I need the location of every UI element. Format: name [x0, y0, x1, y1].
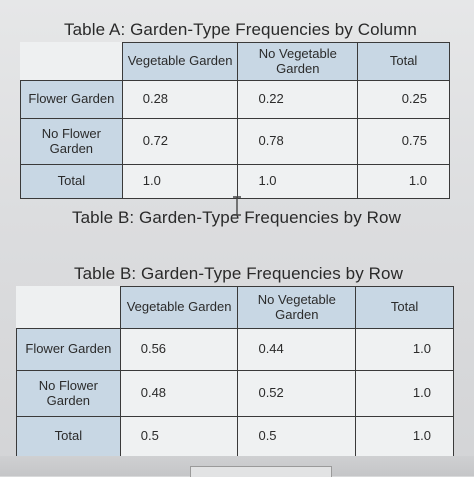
- table-b-title: Table B: Garden-Type Frequencies by Row: [74, 264, 403, 283]
- table-row: Flower Garden 0.56 0.44 1.0: [16, 328, 454, 371]
- table-cell: 0.56: [119, 328, 239, 371]
- table-a-row-header: No Flower Garden: [20, 118, 123, 165]
- table-a-row-header: Total: [20, 164, 123, 199]
- table-b-col-header: Total: [355, 286, 454, 329]
- table-a-col-header: No Vegetable Garden: [237, 42, 359, 81]
- table-row: No Flower Garden 0.72 0.78 0.75: [20, 118, 450, 165]
- table-a: Vegetable Garden No Vegetable Garden Tot…: [20, 42, 450, 199]
- table-cell: 0.72: [121, 118, 239, 165]
- table-b-row-header: No Flower Garden: [16, 370, 121, 417]
- table-b-corner: [16, 286, 121, 329]
- table-b-col-header: Vegetable Garden: [119, 286, 239, 329]
- table-cell: 0.25: [357, 80, 450, 119]
- table-row: No Flower Garden 0.48 0.52 1.0: [16, 370, 454, 417]
- table-cell: 1.0: [355, 328, 454, 371]
- table-cell: 1.0: [121, 164, 239, 199]
- table-cell: 0.5: [119, 416, 239, 457]
- table-b-row-header: Flower Garden: [16, 328, 121, 371]
- table-b-header-row: Vegetable Garden No Vegetable Garden Tot…: [16, 286, 454, 329]
- table-cell: 0.5: [237, 416, 357, 457]
- table-row: Total 1.0 1.0 1.0: [20, 164, 450, 199]
- table-cell: 0.44: [237, 328, 357, 371]
- table-cell: 1.0: [237, 164, 359, 199]
- bottom-control: [190, 466, 332, 477]
- text-cursor-icon: [233, 196, 241, 216]
- table-a-corner: [20, 42, 123, 81]
- table-a-row-header: Flower Garden: [20, 80, 123, 119]
- table-cell: 0.75: [357, 118, 450, 165]
- table-a-col-header: Total: [357, 42, 450, 81]
- table-b-row-header: Total: [16, 416, 121, 457]
- table-cell: 0.78: [237, 118, 359, 165]
- table-b: Vegetable Garden No Vegetable Garden Tot…: [16, 286, 454, 457]
- table-cell: 0.52: [237, 370, 357, 417]
- table-a-title: Table A: Garden-Type Frequencies by Colu…: [64, 20, 417, 39]
- table-cell: 0.28: [121, 80, 239, 119]
- table-cell: 0.48: [119, 370, 239, 417]
- table-b-caption: Table B: Garden-Type Frequencies by Row: [72, 208, 401, 227]
- table-cell: 1.0: [355, 416, 454, 457]
- table-cell: 0.22: [237, 80, 359, 119]
- table-a-header-row: Vegetable Garden No Vegetable Garden Tot…: [20, 42, 450, 81]
- table-cell: 1.0: [357, 164, 450, 199]
- table-b-col-header: No Vegetable Garden: [237, 286, 357, 329]
- table-row: Total 0.5 0.5 1.0: [16, 416, 454, 457]
- table-a-col-header: Vegetable Garden: [121, 42, 239, 81]
- table-row: Flower Garden 0.28 0.22 0.25: [20, 80, 450, 119]
- table-cell: 1.0: [355, 370, 454, 417]
